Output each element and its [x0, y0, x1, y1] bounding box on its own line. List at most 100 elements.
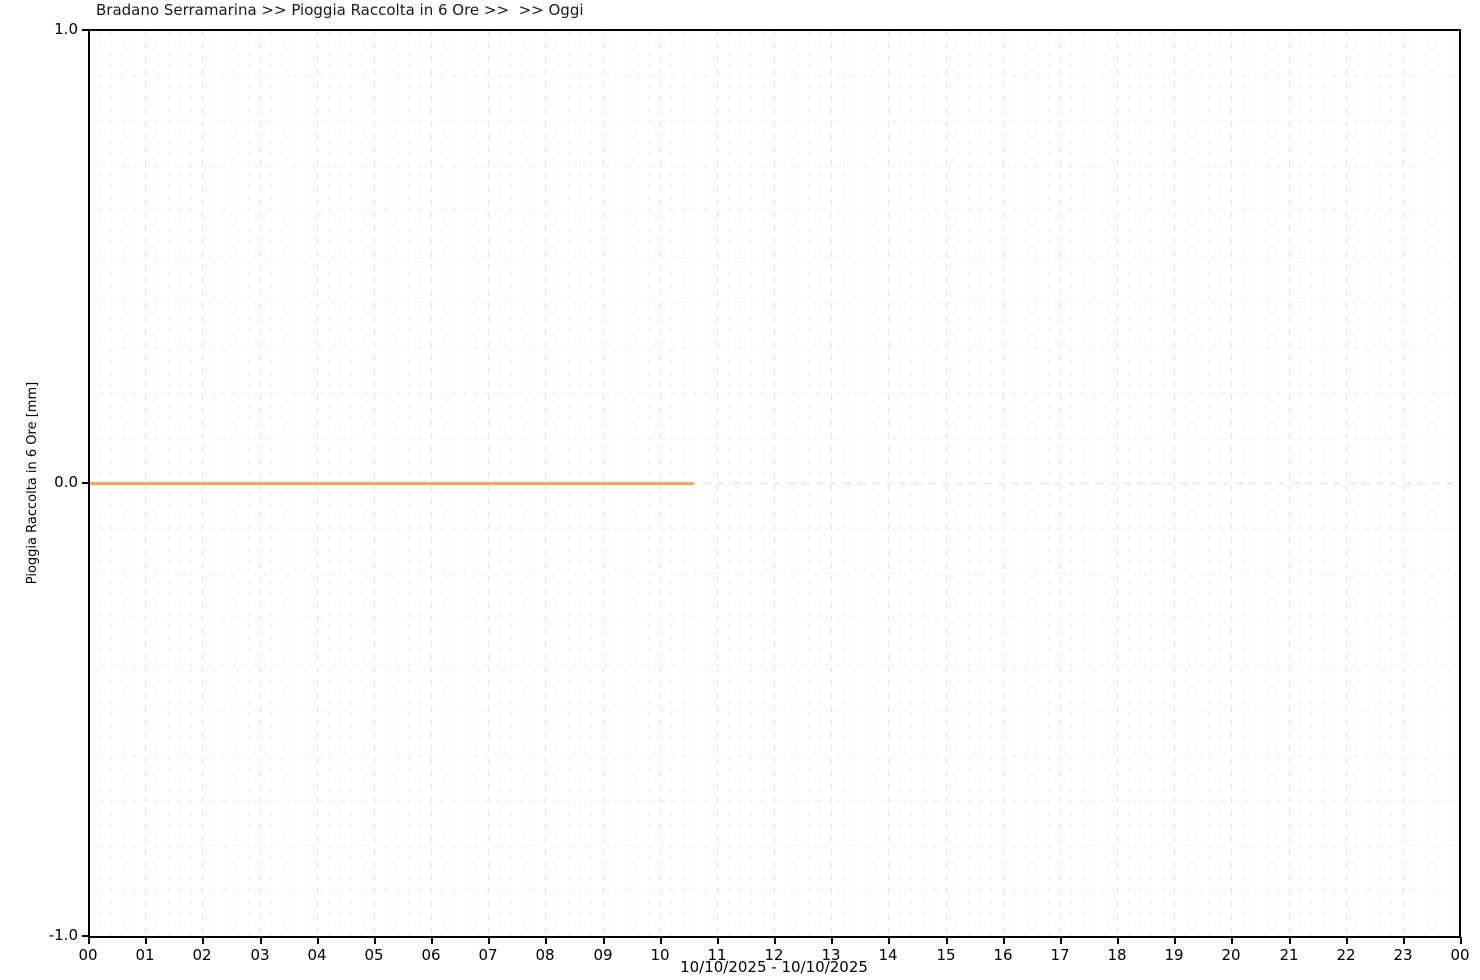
x-tick-label-3: 03 [250, 946, 270, 964]
x-tick-mark [831, 937, 833, 944]
x-tick-label-8: 08 [535, 946, 555, 964]
gridline-vertical-minor [1357, 30, 1358, 936]
gridline-horizontal-minor [88, 664, 1460, 665]
gridline-horizontal-minor [88, 710, 1460, 711]
x-tick-mark [1289, 937, 1291, 944]
gridline-horizontal-minor [88, 75, 1460, 76]
x-tick-mark [1003, 937, 1005, 944]
x-tick-label-13: 13 [821, 946, 841, 964]
y-tick-mark [82, 29, 89, 31]
gridline-vertical-minor [1426, 30, 1427, 936]
gridline-vertical-minor [1014, 30, 1015, 936]
x-tick-label-12: 12 [764, 946, 784, 964]
gridline-vertical-minor [1197, 30, 1198, 936]
x-tick-label-2: 02 [192, 946, 212, 964]
axis-right-spine [1459, 29, 1461, 938]
x-tick-mark [1231, 937, 1233, 944]
gridline-vertical-minor [1300, 30, 1301, 936]
gridline-horizontal-minor [88, 121, 1460, 122]
gridline-vertical-minor [1334, 30, 1335, 936]
gridline-vertical-minor [705, 30, 706, 936]
gridline-vertical-minor [1391, 30, 1392, 936]
gridline-vertical-minor [968, 30, 969, 936]
x-tick-label-20: 20 [1221, 946, 1241, 964]
gridline-horizontal-minor [88, 800, 1460, 801]
y-tick-label-1: 0.0 [54, 473, 78, 491]
x-tick-label-14: 14 [878, 946, 898, 964]
gridline-horizontal-minor [88, 619, 1460, 620]
gridline-horizontal-minor [88, 755, 1460, 756]
gridline-vertical-minor [820, 30, 821, 936]
gridline-vertical-minor [1151, 30, 1152, 936]
gridline-vertical-minor [1266, 30, 1267, 936]
x-tick-mark [145, 937, 147, 944]
x-tick-label-22: 22 [1336, 946, 1356, 964]
x-tick-label-24: 00 [1450, 946, 1470, 964]
gridline-vertical-minor [1369, 30, 1370, 936]
gridline-vertical-major [946, 30, 947, 936]
x-tick-label-17: 17 [1050, 946, 1070, 964]
gridline-vertical-minor [1163, 30, 1164, 936]
x-tick-mark [1346, 937, 1348, 944]
gridline-horizontal-minor [88, 891, 1460, 892]
gridline-horizontal-minor [88, 845, 1460, 846]
x-tick-label-15: 15 [936, 946, 956, 964]
x-tick-label-7: 07 [478, 946, 498, 964]
gridline-vertical-minor [763, 30, 764, 936]
x-tick-mark [88, 937, 90, 944]
gridline-vertical-minor [1140, 30, 1141, 936]
y-tick-mark [82, 935, 89, 937]
plot-area [88, 30, 1460, 936]
x-tick-mark [717, 937, 719, 944]
x-tick-label-10: 10 [650, 946, 670, 964]
gridline-vertical-minor [1380, 30, 1381, 936]
gridline-vertical-minor [1311, 30, 1312, 936]
gridline-vertical-major [717, 30, 718, 936]
gridline-vertical-minor [1277, 30, 1278, 936]
x-tick-label-23: 23 [1393, 946, 1413, 964]
gridline-vertical-minor [843, 30, 844, 936]
x-tick-mark [260, 937, 262, 944]
gridline-horizontal-minor [88, 302, 1460, 303]
gridline-vertical-minor [728, 30, 729, 936]
x-tick-label-18: 18 [1107, 946, 1127, 964]
x-tick-label-9: 09 [593, 946, 613, 964]
axis-left-spine [88, 29, 90, 938]
gridline-vertical-minor [808, 30, 809, 936]
gridline-vertical-minor [1106, 30, 1107, 936]
x-tick-mark [1117, 937, 1119, 944]
gridline-vertical-minor [785, 30, 786, 936]
x-tick-mark [1174, 937, 1176, 944]
x-tick-mark [660, 937, 662, 944]
x-tick-mark [374, 937, 376, 944]
x-tick-mark [888, 937, 890, 944]
x-tick-label-4: 04 [307, 946, 327, 964]
x-tick-mark [488, 937, 490, 944]
gridline-vertical-major [1117, 30, 1118, 936]
x-tick-label-5: 05 [364, 946, 384, 964]
y-tick-label-0: 1.0 [54, 20, 78, 38]
gridline-vertical-major [888, 30, 889, 936]
x-tick-mark [603, 937, 605, 944]
gridline-vertical-minor [1254, 30, 1255, 936]
series-line-0 [88, 481, 694, 485]
x-tick-mark [1460, 937, 1462, 944]
gridline-horizontal-minor [88, 257, 1460, 258]
x-tick-mark [774, 937, 776, 944]
gridline-vertical-minor [991, 30, 992, 936]
axis-top-spine [88, 29, 1461, 31]
gridline-vertical-minor [1243, 30, 1244, 936]
gridline-vertical-minor [934, 30, 935, 936]
gridline-vertical-minor [877, 30, 878, 936]
gridline-vertical-minor [923, 30, 924, 936]
chart-title: Bradano Serramarina >> Pioggia Raccolta … [96, 1, 584, 19]
gridline-vertical-minor [1071, 30, 1072, 936]
gridline-vertical-major [1346, 30, 1347, 936]
x-tick-label-21: 21 [1279, 946, 1299, 964]
gridline-vertical-minor [1437, 30, 1438, 936]
x-tick-mark [1060, 937, 1062, 944]
gridline-vertical-minor [1128, 30, 1129, 936]
x-tick-label-6: 06 [421, 946, 441, 964]
gridline-vertical-minor [797, 30, 798, 936]
